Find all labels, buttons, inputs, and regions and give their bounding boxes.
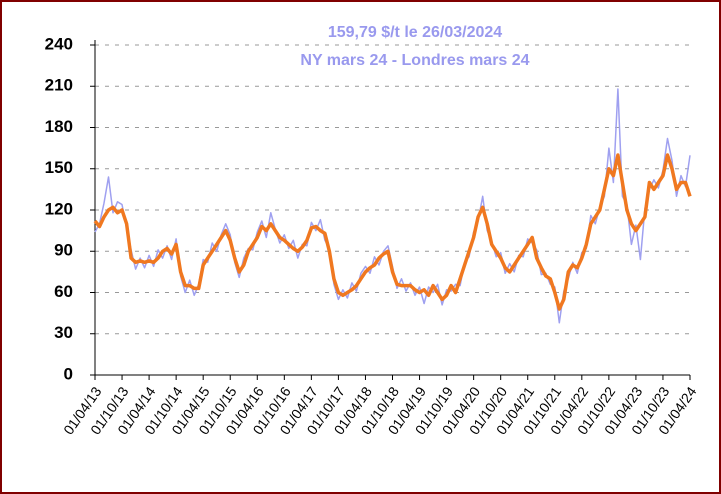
- y-tick-label: 60: [54, 282, 73, 301]
- y-tick-label: 90: [54, 241, 73, 260]
- y-tick-label: 30: [54, 323, 73, 342]
- y-tick-label: 180: [45, 117, 73, 136]
- y-tick-label: 210: [45, 76, 73, 95]
- chart-title: 159,79 $/t le 26/03/2024: [328, 24, 502, 41]
- y-tick-label: 150: [45, 158, 73, 177]
- y-tick-label: 0: [64, 364, 73, 383]
- y-tick-label: 120: [45, 199, 73, 218]
- y-tick-label: 240: [45, 34, 73, 53]
- series-line: [93, 153, 692, 311]
- chart-subtitle: NY mars 24 - Londres mars 24: [300, 52, 529, 69]
